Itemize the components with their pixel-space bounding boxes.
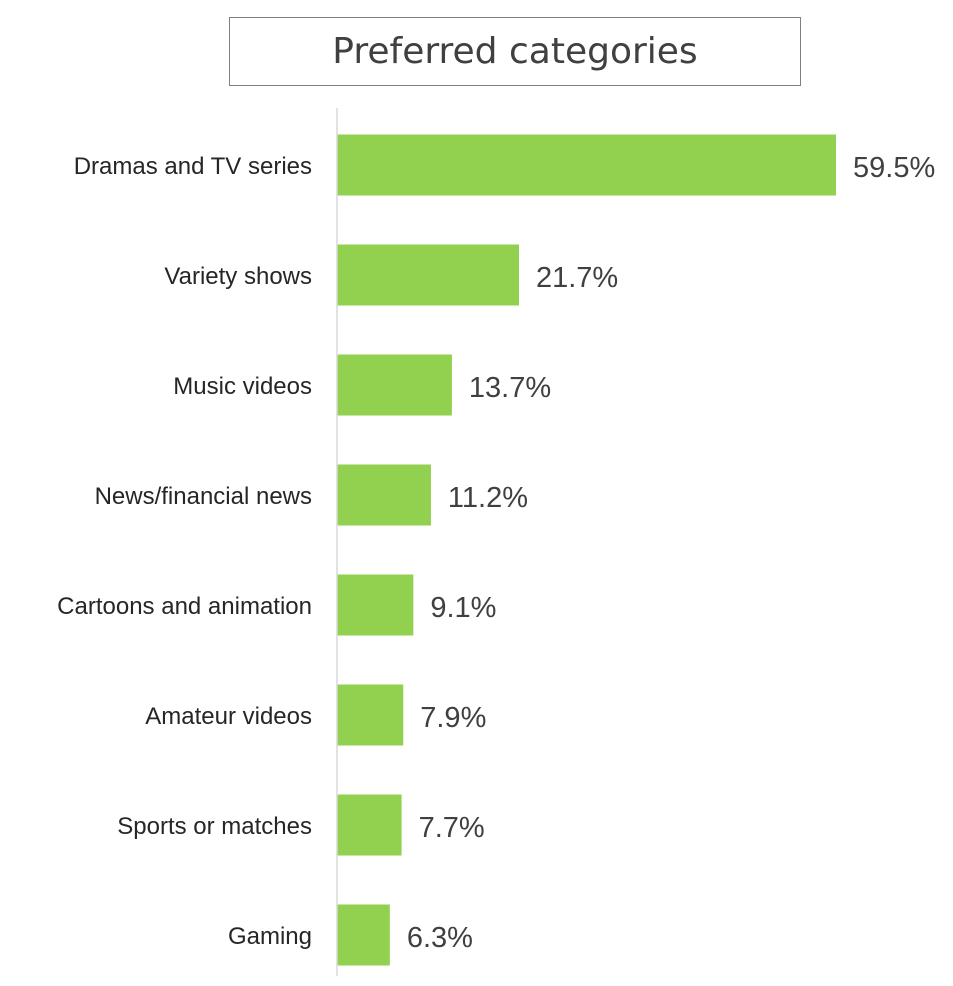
data-label: 9.1% (430, 592, 496, 624)
data-label: 11.2% (448, 482, 528, 514)
category-label: Gaming (228, 923, 312, 950)
bar-7 (337, 794, 402, 856)
bar-3 (337, 354, 452, 416)
data-label: 7.7% (419, 812, 485, 844)
chart-title: Preferred categories (229, 17, 801, 86)
category-label: Sports or matches (117, 813, 312, 840)
bar-2 (337, 244, 519, 306)
bar-8 (337, 904, 390, 966)
category-label: Cartoons and animation (57, 593, 312, 620)
bar-4 (337, 464, 431, 526)
category-label: Dramas and TV series (74, 153, 312, 180)
category-label: Music videos (173, 373, 312, 400)
data-label: 21.7% (536, 262, 618, 294)
category-label: Amateur videos (145, 703, 312, 730)
bar-5 (337, 574, 414, 636)
data-label: 7.9% (420, 702, 486, 734)
data-label: 6.3% (407, 922, 473, 954)
data-label: 59.5% (853, 152, 935, 184)
bar-1 (337, 134, 836, 196)
category-label: Variety shows (164, 263, 312, 290)
data-label: 13.7% (469, 372, 551, 404)
bar-6 (337, 684, 404, 746)
category-label: News/financial news (95, 483, 312, 510)
